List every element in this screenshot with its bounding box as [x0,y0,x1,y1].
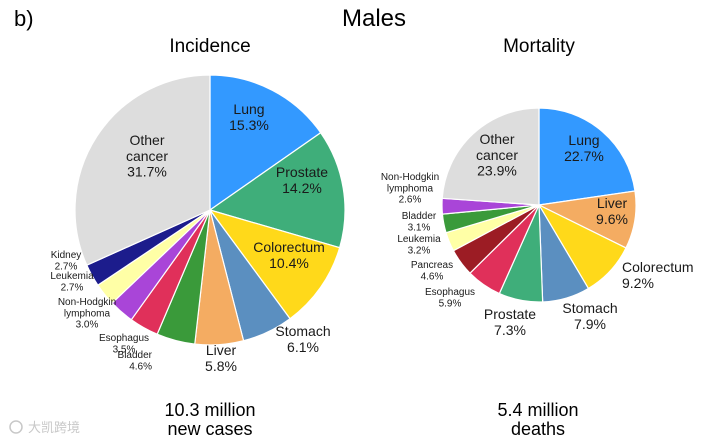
figure-title: Males [342,5,406,32]
mortality-label-leukemia: Leukemia 3.2% [397,234,441,256]
mortality-label-colorectum: Colorectum 9.2% [622,259,694,291]
mortality-label-non-hodgkin-lymphoma: Non-Hodgkin lymphoma 2.6% [381,172,439,206]
incidence-label-kidney: Kidney 2.7% [51,250,82,272]
mortality-caption: 5.4 million deaths [497,400,578,439]
incidence-label-liver: Liver 5.8% [205,342,237,374]
incidence-caption: 10.3 million new cases [164,400,255,439]
mortality-label-liver: Liver 9.6% [596,195,628,227]
incidence-title: Incidence [169,36,250,57]
incidence-slice-prostate [208,131,346,249]
incidence-label-bladder: Bladder 4.6% [118,350,153,372]
incidence-slice-lung [209,74,322,212]
incidence-label-stomach: Stomach 6.1% [275,323,330,355]
mortality-label-prostate: Prostate 7.3% [484,306,536,338]
mortality-label-esophagus: Esophagus 5.9% [425,287,475,309]
mortality-label-other-cancer: Other cancer 23.9% [476,131,518,179]
watermark-logo-icon [9,420,23,434]
incidence-label-esophagus: Esophagus 3.5% [99,333,149,355]
incidence-label-lung: Lung 15.3% [229,101,269,133]
mortality-label-pancreas: Pancreas 4.6% [411,260,453,282]
mortality-slice-other-cancer [441,107,540,206]
mortality-label-stomach: Stomach 7.9% [562,300,617,332]
incidence-label-prostate: Prostate 14.2% [276,164,328,196]
incidence-chart: Incidence Lung 15.3%Prostate 14.2% Colorectu… [50,36,346,439]
incidence-label-colorectum: Colorectum 10.4% [253,239,325,271]
mortality-label-lung: Lung 22.7% [564,132,604,164]
watermark-text: 大凯跨境 [28,420,80,435]
panel-label: b) [14,6,34,31]
watermark: 大凯跨境 [9,420,80,435]
incidence-label-non-hodgkin-lymphoma: Non-Hodgkin lymphoma 3.0% [58,297,116,331]
incidence-label-other-cancer: Other cancer 31.7% [126,132,168,180]
mortality-label-bladder: Bladder 3.1% [402,211,437,233]
mortality-slice-lung [538,107,636,206]
incidence-slice-colorectum [208,208,341,320]
mortality-title: Mortality [503,36,575,57]
mortality-chart: Mortality Lung 22.7% Liver 9.6% Colorectum 9.2… [381,36,694,439]
incidence-slice-other-cancer [74,74,211,266]
incidence-label-leukemia: Leukemia 2.7% [50,271,94,293]
